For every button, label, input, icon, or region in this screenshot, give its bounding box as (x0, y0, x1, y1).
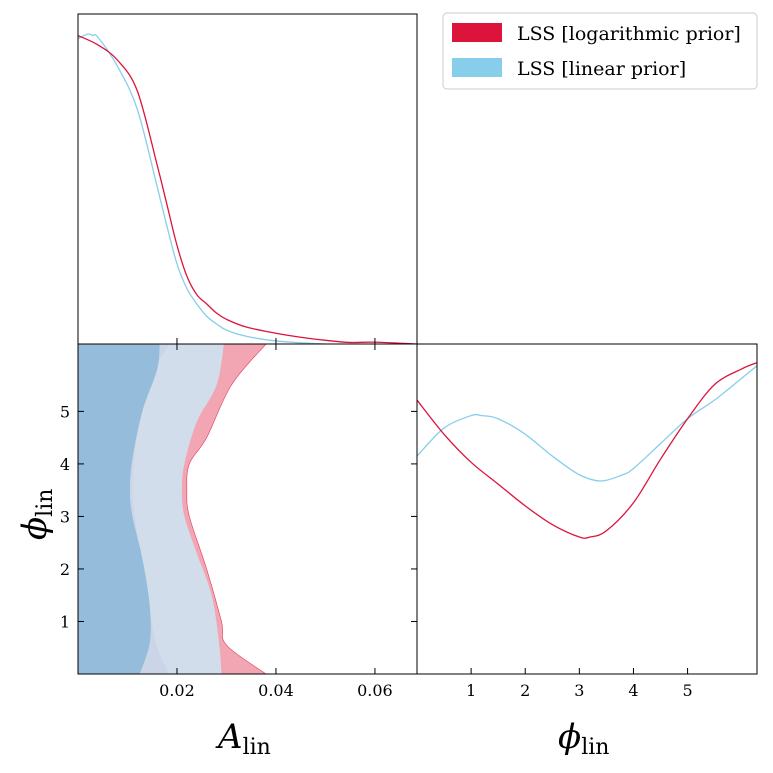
tick-label-phi-lin-x: 4 (628, 681, 638, 700)
marginal-a-lin-line-linear-prior (78, 33, 326, 344)
contour-linear-prior-68 (78, 344, 160, 674)
tick-label-phi-lin-y: 5 (60, 402, 70, 421)
legend-swatch-linear-prior (452, 58, 502, 77)
legend-frame (442, 12, 758, 90)
panel-marginal-a-lin (77, 13, 418, 345)
marginal-a-lin-line-log-prior (78, 34, 417, 344)
x-axis-label-a-lin: Alin (215, 717, 271, 760)
tick-label-phi-lin-x: 2 (520, 681, 530, 700)
tick-label-phi-lin-x: 5 (682, 681, 692, 700)
tick-label-phi-lin-x: 1 (466, 681, 476, 700)
tick-label-phi-lin-y: 1 (60, 612, 70, 631)
panel-marginal-phi-lin: 1 2 3 4 5 (416, 343, 758, 700)
panel-frame-bottom-right (416, 343, 758, 675)
x-axis-label-phi-lin: ϕlin (558, 717, 609, 760)
tick-label-phi-lin-y: 3 (60, 507, 70, 526)
legend-label-log-prior: LSS [logarithmic prior] (517, 23, 741, 45)
tick-label-a-lin: 0.02 (159, 681, 195, 700)
contour-edge-log-prior-95 (186, 344, 267, 674)
marginal-phi-lin-line-linear-prior (417, 365, 757, 482)
tick-label-phi-lin-x: 3 (574, 681, 584, 700)
legend-label-linear-prior: LSS [linear prior] (517, 58, 686, 80)
marginal-phi-lin-line-log-prior (417, 362, 757, 539)
legend: LSS [logarithmic prior] LSS [linear prio… (442, 12, 758, 90)
tick-label-phi-lin-y: 4 (60, 455, 70, 474)
y-axis-label-phi-lin: ϕlin (15, 489, 58, 540)
legend-swatch-log-prior (452, 23, 502, 42)
tick-label-phi-lin-y: 2 (60, 560, 70, 579)
panel-frame-top-left (77, 13, 418, 345)
tick-label-a-lin: 0.06 (357, 681, 393, 700)
panel-contour-a-lin-phi-lin: 0.02 0.04 0.06 1 2 3 4 5 (60, 343, 418, 700)
tick-label-a-lin: 0.04 (258, 681, 294, 700)
